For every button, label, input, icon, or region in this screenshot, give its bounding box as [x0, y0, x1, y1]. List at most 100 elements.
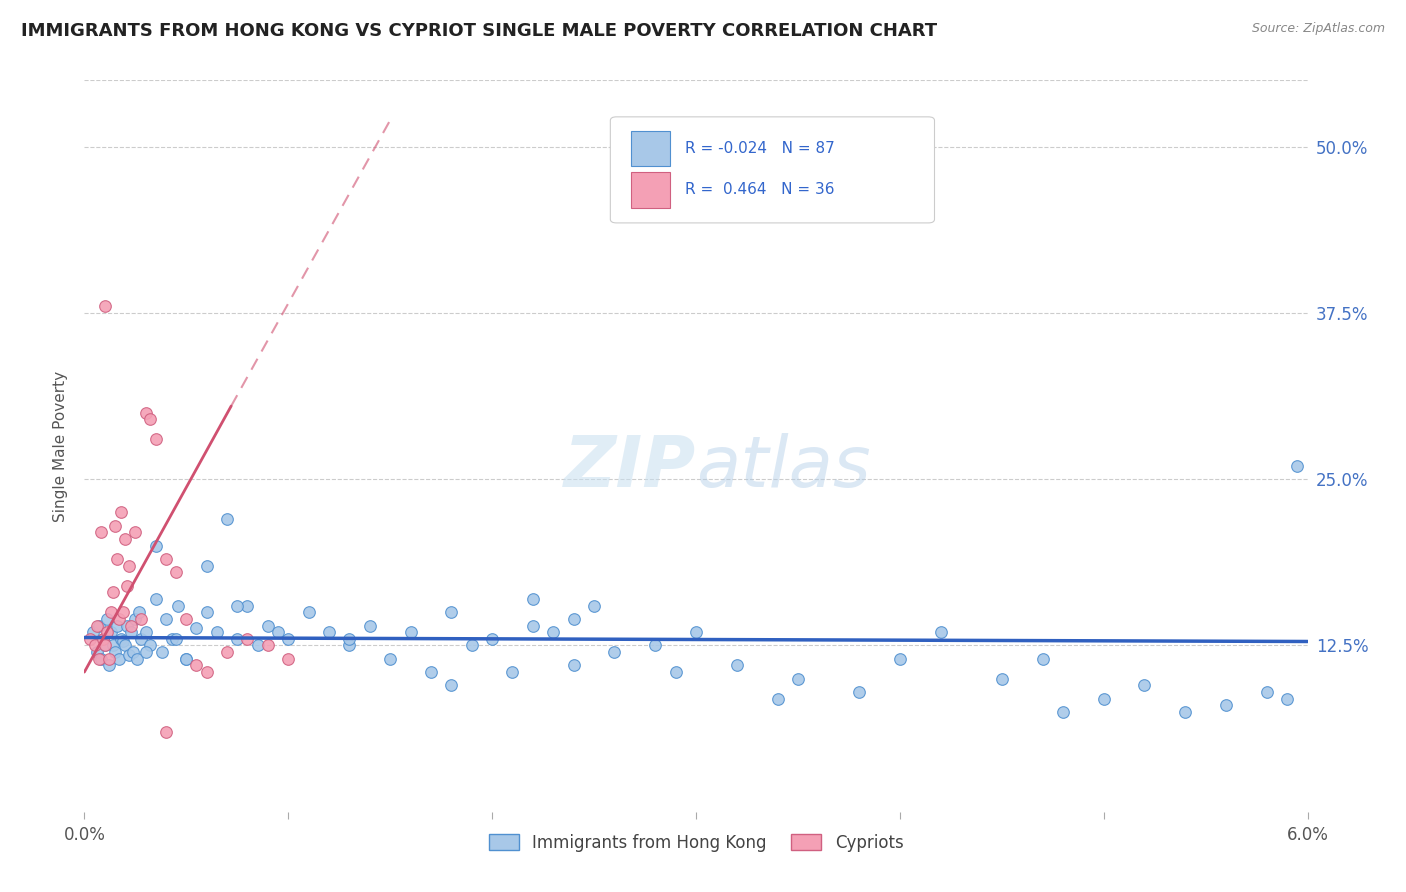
Point	[105, 618, 128, 632]
Point	[135, 406, 157, 420]
Point	[100, 605, 122, 619]
Point	[160, 632, 183, 646]
Point	[339, 639, 361, 653]
Point	[1052, 705, 1074, 719]
Point	[131, 632, 153, 646]
Point	[101, 639, 124, 653]
Point	[298, 605, 321, 619]
Point	[115, 579, 138, 593]
Point	[440, 678, 463, 692]
FancyBboxPatch shape	[631, 131, 671, 166]
Point	[96, 612, 118, 626]
Point	[174, 612, 197, 626]
Point	[502, 665, 524, 679]
Point	[127, 652, 149, 666]
Point	[522, 618, 544, 632]
Point	[420, 665, 443, 679]
Point	[93, 299, 115, 313]
Point	[86, 618, 108, 632]
Point	[929, 625, 952, 640]
Point	[135, 625, 157, 640]
Point	[725, 658, 748, 673]
Point	[1092, 691, 1115, 706]
Point	[461, 639, 484, 653]
Point	[440, 605, 463, 619]
Point	[91, 632, 114, 646]
Point	[101, 585, 124, 599]
Point	[97, 658, 120, 673]
Point	[603, 645, 626, 659]
Point	[93, 639, 115, 653]
Point	[339, 632, 361, 646]
Point	[122, 645, 145, 659]
Point	[108, 652, 131, 666]
Point	[766, 691, 789, 706]
Point	[236, 599, 259, 613]
Point	[277, 652, 299, 666]
Text: ZIP: ZIP	[564, 434, 696, 502]
Point	[644, 639, 666, 653]
Point	[848, 685, 870, 699]
Legend: Immigrants from Hong Kong, Cypriots: Immigrants from Hong Kong, Cypriots	[482, 827, 910, 858]
Point	[1174, 705, 1197, 719]
Point	[79, 632, 101, 646]
Point	[583, 599, 606, 613]
Point	[1133, 678, 1156, 692]
Point	[145, 591, 167, 606]
Point	[1286, 458, 1309, 473]
Point	[226, 632, 249, 646]
Point	[131, 612, 153, 626]
Point	[787, 672, 810, 686]
Point	[174, 652, 197, 666]
Point	[174, 652, 197, 666]
Point	[90, 652, 112, 666]
Point	[543, 625, 565, 640]
FancyBboxPatch shape	[631, 172, 671, 208]
Point	[167, 599, 190, 613]
Point	[112, 605, 135, 619]
Point	[399, 625, 422, 640]
Point	[114, 639, 136, 653]
Point	[155, 725, 177, 739]
Point	[124, 612, 146, 626]
Point	[165, 566, 187, 580]
Point	[104, 518, 127, 533]
Point	[112, 634, 135, 648]
Point	[87, 618, 110, 632]
Point	[83, 639, 105, 653]
Point	[562, 658, 585, 673]
Point	[120, 618, 142, 632]
Point	[86, 645, 108, 659]
Point	[118, 558, 141, 573]
Point	[145, 433, 167, 447]
Point	[93, 639, 115, 653]
Point	[97, 652, 120, 666]
Point	[91, 632, 114, 646]
Point	[186, 658, 208, 673]
Text: R = -0.024   N = 87: R = -0.024 N = 87	[685, 141, 835, 156]
Point	[128, 605, 150, 619]
Point	[359, 618, 381, 632]
Point	[110, 506, 132, 520]
Point	[138, 412, 160, 426]
Point	[267, 625, 290, 640]
Point	[87, 652, 110, 666]
Point	[105, 552, 128, 566]
Point	[104, 645, 127, 659]
Point	[217, 512, 239, 526]
Point	[82, 625, 104, 640]
Point	[120, 625, 142, 640]
Point	[1277, 691, 1299, 706]
Point	[195, 558, 218, 573]
Point	[481, 632, 503, 646]
Point	[665, 665, 688, 679]
Text: IMMIGRANTS FROM HONG KONG VS CYPRIOT SINGLE MALE POVERTY CORRELATION CHART: IMMIGRANTS FROM HONG KONG VS CYPRIOT SIN…	[21, 22, 938, 40]
Point	[114, 532, 136, 546]
Y-axis label: Single Male Poverty: Single Male Poverty	[53, 370, 69, 522]
Point	[318, 625, 340, 640]
Point	[195, 665, 218, 679]
Point	[186, 621, 208, 635]
Point	[90, 525, 112, 540]
Point	[685, 625, 707, 640]
Point	[257, 639, 280, 653]
